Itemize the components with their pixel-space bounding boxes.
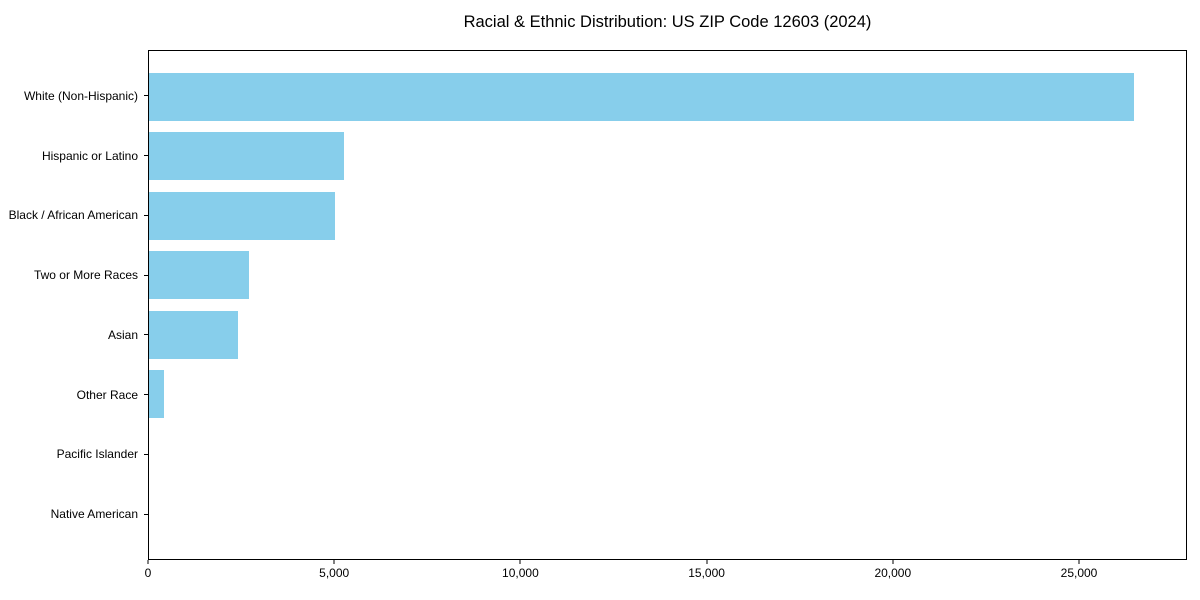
y-axis-label: Black / African American bbox=[8, 208, 138, 223]
y-label-row: Native American bbox=[0, 484, 148, 544]
bar bbox=[149, 310, 239, 359]
bar bbox=[149, 132, 345, 181]
x-tick-label: 20,000 bbox=[874, 566, 912, 580]
chart-title: Racial & Ethnic Distribution: US ZIP Cod… bbox=[463, 13, 872, 31]
x-tick-label: 25,000 bbox=[1060, 566, 1098, 580]
y-label-row: Two or More Races bbox=[0, 245, 148, 305]
y-tick-mark bbox=[144, 274, 148, 276]
y-axis-label: Asian bbox=[107, 327, 138, 342]
bar bbox=[149, 191, 335, 240]
bar bbox=[149, 251, 250, 300]
x-tick-label: 0 bbox=[144, 566, 152, 580]
bar-row bbox=[149, 127, 1186, 187]
y-label-row: White (Non-Hispanic) bbox=[0, 66, 148, 126]
x-tick-label: 10,000 bbox=[502, 566, 539, 580]
y-tick-mark bbox=[144, 155, 148, 157]
bar-row bbox=[149, 305, 1186, 365]
y-label-row: Other Race bbox=[0, 365, 148, 425]
x-tick-mark bbox=[519, 560, 521, 564]
x-tick-label: 15,000 bbox=[688, 566, 725, 580]
x-tick-mark bbox=[147, 560, 149, 564]
x-tick-mark bbox=[706, 560, 708, 564]
bar-row bbox=[149, 424, 1186, 484]
y-tick-mark bbox=[144, 453, 148, 455]
x-tick-mark bbox=[333, 560, 335, 564]
plot-rows bbox=[149, 51, 1186, 559]
bar-row bbox=[149, 67, 1186, 127]
y-axis-label: Hispanic or Latino bbox=[41, 148, 138, 163]
x-tick-mark bbox=[1078, 560, 1080, 564]
y-axis-label: Native American bbox=[50, 507, 138, 522]
y-tick-mark bbox=[144, 95, 148, 97]
y-axis-labels: White (Non-Hispanic) Hispanic or Latino Bl… bbox=[0, 50, 148, 560]
bar-row bbox=[149, 246, 1186, 306]
x-axis: 0 5,000 10,000 15,000 20,000 25,000 bbox=[144, 560, 1187, 590]
y-label-row: Black / African American bbox=[0, 186, 148, 246]
bar-row bbox=[149, 484, 1186, 544]
y-axis-label: White (Non-Hispanic) bbox=[23, 88, 138, 103]
y-axis-label: Two or More Races bbox=[33, 268, 138, 283]
y-label-row: Hispanic or Latino bbox=[0, 126, 148, 186]
x-tick-mark bbox=[892, 560, 894, 564]
y-tick-mark bbox=[144, 394, 148, 396]
bar-row bbox=[149, 186, 1186, 246]
y-tick-mark bbox=[144, 334, 148, 336]
y-axis-label: Pacific Islander bbox=[56, 447, 138, 462]
bar-row bbox=[149, 365, 1186, 425]
x-tick-label: 5,000 bbox=[319, 566, 350, 580]
y-tick-mark bbox=[144, 214, 148, 216]
bar bbox=[149, 72, 1134, 121]
y-tick-mark bbox=[144, 513, 148, 515]
y-label-row: Pacific Islander bbox=[0, 425, 148, 485]
y-label-row: Asian bbox=[0, 305, 148, 365]
bar bbox=[149, 370, 164, 419]
y-axis-label: Other Race bbox=[76, 387, 138, 402]
plot-area bbox=[148, 50, 1187, 560]
